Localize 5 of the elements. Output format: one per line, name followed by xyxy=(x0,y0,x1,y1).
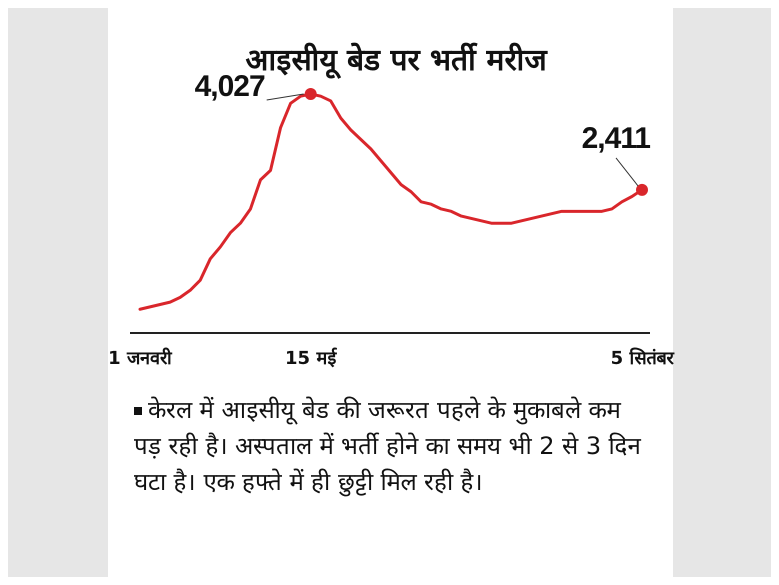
x-tick-label: 5 सितंबर xyxy=(610,347,674,369)
x-tick-label: 15 मई xyxy=(285,347,338,369)
text: केरल में आइसीयू बेड की जरूरत पहले के मुकाबले कम पड़ रही है। अस्पताल में भर्ती होने का समय भी 2 से 3 दिन घटा है। एक हफ्ते में ही छुट्टी मिल रही है। xyxy=(134,395,642,498)
data-label: 2,411 xyxy=(582,122,650,155)
x-tick-label: 1 जनवरी xyxy=(108,347,173,369)
